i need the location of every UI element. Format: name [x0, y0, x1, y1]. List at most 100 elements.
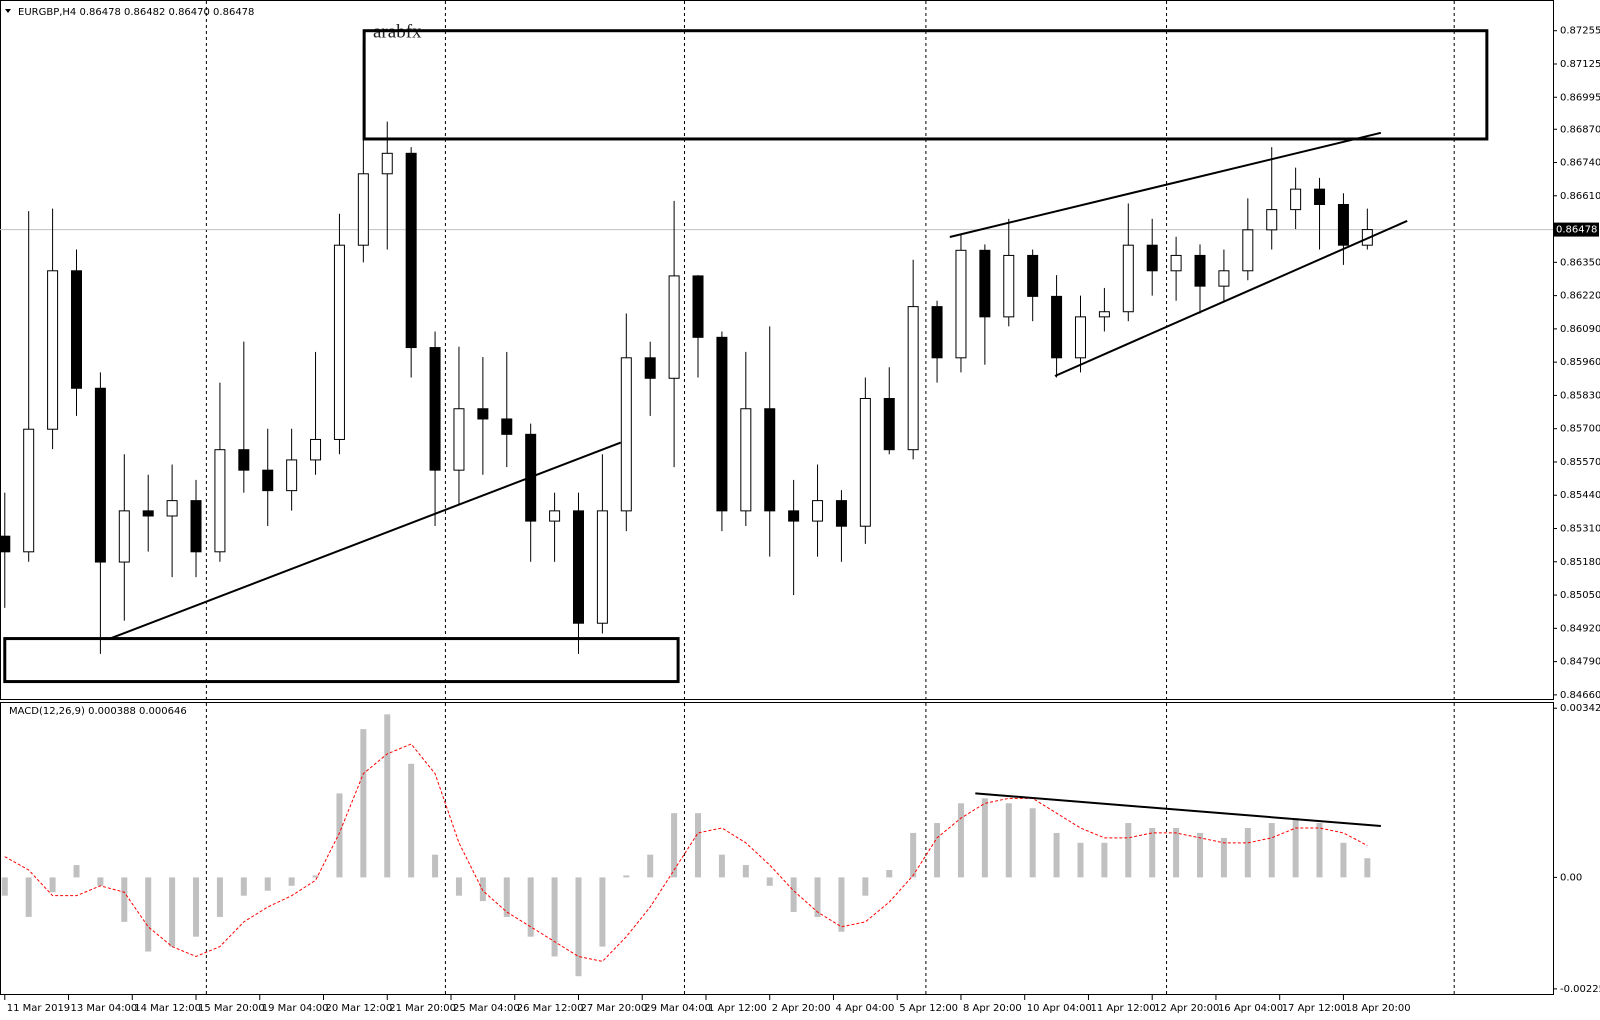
- macd-bar: [766, 877, 773, 886]
- macd-bar: [169, 877, 176, 947]
- x-tick-label: 8 Apr 20:00: [963, 1003, 1022, 1014]
- main-panel-frame: [0, 0, 1554, 700]
- candle-body: [788, 510, 800, 522]
- candle-body: [166, 500, 178, 517]
- candle-body: [1051, 295, 1063, 359]
- macd-bar: [408, 763, 415, 878]
- macd-bar: [1149, 827, 1156, 878]
- candle-body: [357, 173, 369, 246]
- macd-bar: [1077, 842, 1084, 878]
- candle-body: [979, 249, 991, 318]
- y-tick-label: 0.86995: [1560, 92, 1600, 103]
- candle-body: [1194, 254, 1206, 287]
- macd-bar: [647, 854, 654, 878]
- trend-line: [949, 131, 1382, 238]
- y-tick-label: 0.87125: [1560, 59, 1600, 70]
- y-tick-label: 0.85700: [1560, 424, 1600, 435]
- macd-bar: [121, 877, 128, 922]
- y-tick-label: 0.84920: [1560, 623, 1600, 634]
- trend-line: [109, 441, 622, 640]
- x-tick-label: 21 Mar 20:00: [389, 1003, 456, 1014]
- candle-body: [142, 510, 154, 517]
- x-tick-label: 16 Apr 04:00: [1218, 1003, 1283, 1014]
- x-tick-label: 14 Mar 12:00: [134, 1003, 201, 1014]
- macd-bar: [97, 877, 104, 886]
- candle-body: [477, 408, 489, 420]
- macd-bar: [862, 877, 869, 896]
- candle-body: [572, 510, 584, 624]
- candle-body: [333, 244, 345, 440]
- candle-body: [405, 152, 417, 349]
- x-tick-label: 17 Apr 12:00: [1282, 1003, 1347, 1014]
- zone-rectangle: [362, 29, 1489, 141]
- macd-bar: [981, 798, 988, 878]
- x-tick-label: 20 Mar 12:00: [326, 1003, 393, 1014]
- macd-bar: [695, 813, 702, 878]
- menu-arrow: [5, 9, 11, 13]
- candle-body: [596, 510, 608, 624]
- candle-body: [1290, 188, 1302, 211]
- macd-bar: [1292, 818, 1299, 878]
- y-tick-label: 0.85440: [1560, 490, 1600, 501]
- x-tick-label: 11 Mar 2019: [7, 1003, 70, 1014]
- x-tick-label: 15 Mar 20:00: [198, 1003, 265, 1014]
- macd-bar: [360, 729, 367, 878]
- x-tick-label: 5 Apr 12:00: [899, 1003, 958, 1014]
- macd-bar: [1364, 858, 1371, 878]
- candle-body: [668, 275, 680, 379]
- candle-body: [1266, 209, 1278, 231]
- macd-bar: [1340, 842, 1347, 878]
- macd-bar: [838, 877, 845, 932]
- y-tick-label: 0.86610: [1560, 191, 1600, 202]
- macd-bar: [575, 877, 582, 977]
- macd-bar: [1053, 832, 1060, 878]
- y-tick-label: 0.85830: [1560, 390, 1600, 401]
- macd-bar: [1197, 832, 1204, 878]
- macd-bar: [527, 877, 534, 937]
- macd-bar: [790, 877, 797, 912]
- macd-bar: [49, 877, 56, 893]
- candle-body: [620, 357, 632, 512]
- y-tick-label: 0.85180: [1560, 557, 1600, 568]
- x-tick-label: 4 Apr 04:00: [835, 1003, 894, 1014]
- macd-bar: [910, 832, 917, 878]
- macd-bar: [1173, 827, 1180, 878]
- candle-body: [429, 347, 441, 471]
- x-tick-label: 1 Apr 12:00: [708, 1003, 767, 1014]
- y-tick-label: 0.003424: [1560, 703, 1600, 714]
- macd-bar: [1125, 823, 1132, 878]
- macd-bar: [1, 877, 8, 896]
- candle-body: [310, 438, 322, 461]
- candle-body: [764, 408, 776, 512]
- macd-bar: [73, 865, 80, 878]
- candle-body: [1003, 254, 1015, 318]
- candle-body: [955, 249, 967, 359]
- candle-body: [1170, 254, 1182, 272]
- candle-body: [47, 270, 59, 430]
- candle-body: [1218, 270, 1230, 287]
- candle-body: [501, 418, 513, 435]
- x-tick-label: 2 Apr 20:00: [772, 1003, 831, 1014]
- y-tick-label: 0.86220: [1560, 291, 1600, 302]
- candle-body: [883, 398, 895, 451]
- macd-bar: [193, 877, 200, 937]
- candle-body: [1122, 244, 1134, 313]
- x-tick-label: 26 Mar 12:00: [517, 1003, 584, 1014]
- macd-panel-frame: [0, 702, 1554, 995]
- candle-body: [286, 459, 298, 492]
- macd-bar: [957, 803, 964, 878]
- candle-body: [812, 500, 824, 522]
- macd-bar: [312, 875, 319, 878]
- x-tick-label: 27 Mar 20:00: [580, 1003, 647, 1014]
- candle-body: [1098, 311, 1110, 318]
- signal-line: [4, 743, 1368, 962]
- candle-body: [1146, 244, 1158, 272]
- candle-body: [94, 387, 106, 563]
- candle-body: [549, 510, 561, 522]
- y-tick-label: 0.86740: [1560, 158, 1600, 169]
- macd-bar: [432, 854, 439, 878]
- candle-body: [70, 270, 82, 389]
- candle-body: [453, 408, 465, 471]
- x-tick-label: 18 Apr 20:00: [1345, 1003, 1410, 1014]
